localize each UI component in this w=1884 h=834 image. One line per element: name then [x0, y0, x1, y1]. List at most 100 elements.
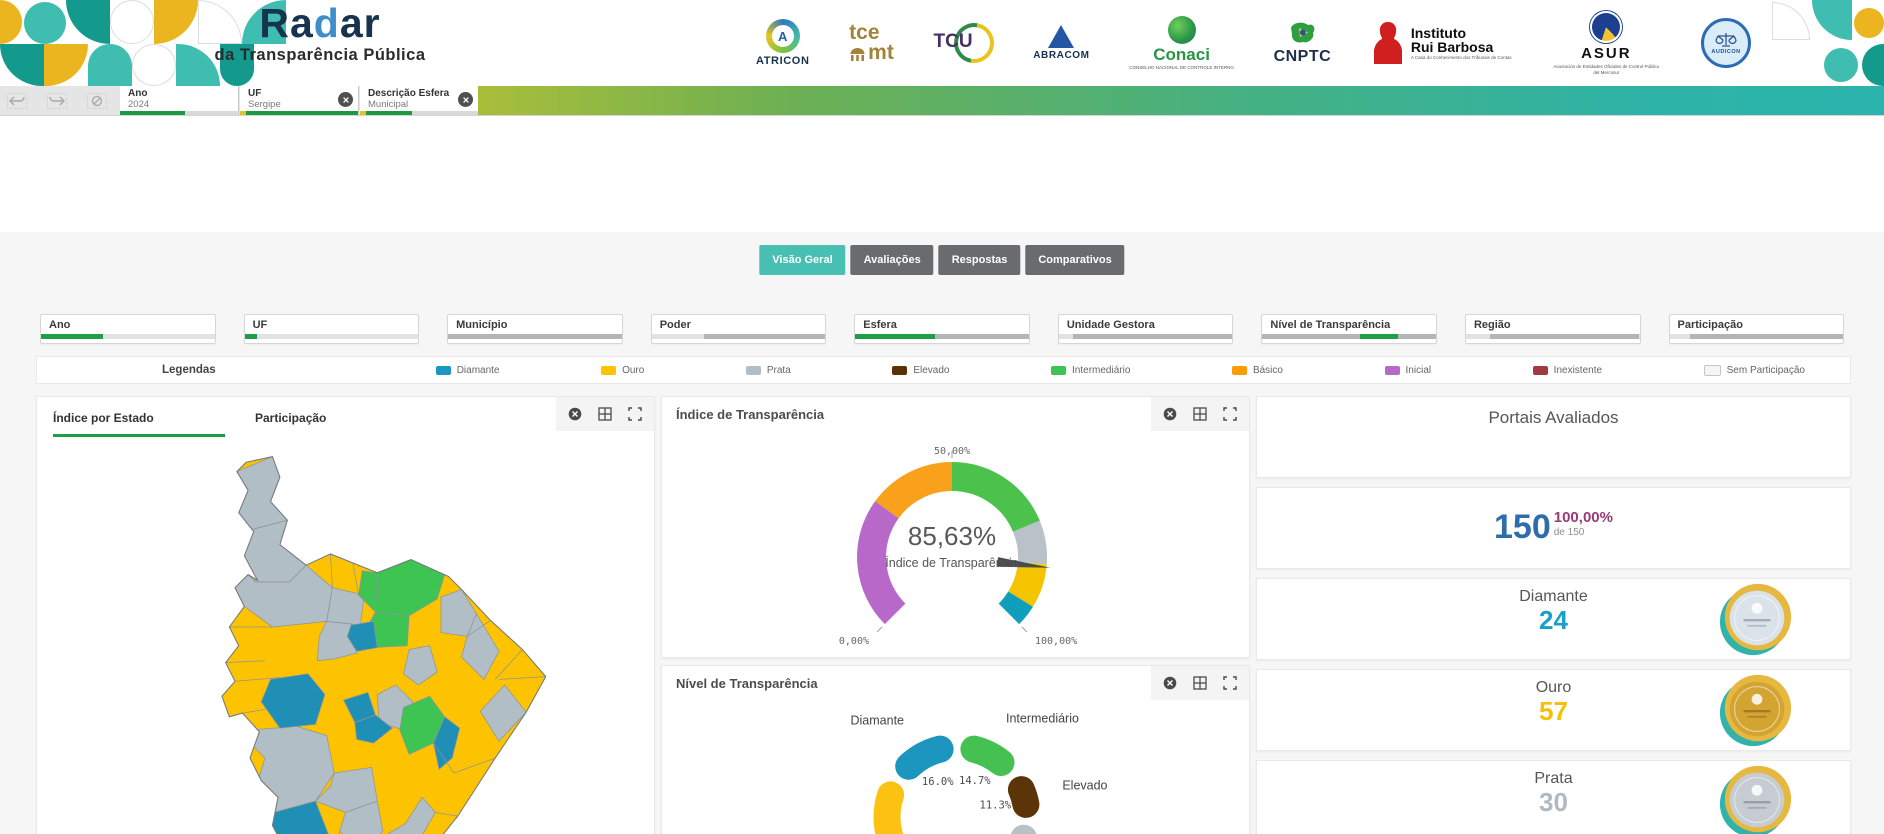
transparency-index-gauge[interactable]: 0,00% 50,00% 100,00% 85,63% Índice de Transp…	[662, 439, 1251, 657]
decorative-mosaic-left	[0, 0, 336, 86]
fullscreen-icon[interactable]	[1223, 407, 1237, 421]
clear-chart-selection-icon[interactable]	[1163, 407, 1177, 421]
filter-uf[interactable]: UF	[243, 314, 420, 344]
filter-unidade-gestora[interactable]: Unidade Gestora	[1057, 314, 1234, 344]
logo-instituto-rui-barbosa: Instituto Rui Barbosa A Casa do Conhecim…	[1371, 20, 1512, 66]
tab-comparativos[interactable]: Comparativos	[1025, 245, 1125, 275]
legend-title: Legendas	[162, 364, 216, 376]
selection-chip-ano[interactable]: Ano 2024	[120, 86, 239, 115]
medal-diamante-badge	[1719, 583, 1792, 656]
filter-ano[interactable]: Ano	[40, 314, 216, 344]
svg-text:0,00%: 0,00%	[839, 636, 869, 647]
kpi-value: 57	[1539, 696, 1568, 726]
logo-atricon: A ATRICON	[756, 19, 810, 67]
columns-icon	[850, 47, 865, 61]
logo-audicon: AUDICON	[1701, 18, 1751, 68]
filter-scrollbar[interactable]	[855, 334, 1029, 339]
atricon-icon: A	[765, 19, 800, 53]
logo-tcu: TCU	[934, 15, 1002, 71]
kpi-diamante: Diamante 24	[1256, 578, 1851, 660]
kpi-portais-count: 150 100,00% de 150	[1256, 487, 1851, 569]
logo-abracom: ABRACOM	[1033, 25, 1089, 61]
elevado-swatch	[892, 365, 908, 375]
show-data-table-icon[interactable]	[1193, 407, 1207, 421]
card-toolbar	[1151, 397, 1249, 431]
filter-nivel-de-transparencia[interactable]: Nível de Transparência	[1261, 314, 1437, 344]
kpi-value: 24	[1539, 605, 1568, 635]
tab-visao-geral[interactable]: Visão Geral	[759, 245, 846, 275]
step-forward-icon[interactable]	[46, 91, 68, 111]
legend-item-inicial: Inicial	[1384, 365, 1431, 376]
filter-scrollbar[interactable]	[41, 334, 215, 339]
clear-chart-selection-icon[interactable]	[568, 407, 582, 421]
medal-ouro-badge	[1719, 674, 1792, 747]
fullscreen-icon[interactable]	[1223, 676, 1237, 690]
selection-chip-esfera[interactable]: Descrição Esfera Municipal	[360, 86, 479, 115]
intermediario-swatch	[1051, 365, 1067, 375]
legend-item-inexistente: Inexistente	[1532, 365, 1602, 376]
conaci-globe-icon	[1167, 15, 1196, 44]
selection-chip-uf[interactable]: UF Sergipe	[240, 86, 359, 115]
show-data-table-icon[interactable]	[1193, 676, 1207, 690]
chip-selection-bar	[240, 111, 358, 115]
tab-avaliacoes[interactable]: Avaliações	[850, 245, 934, 275]
transparency-level-card: Nível de Transparência 14.7% Intermediári…	[661, 665, 1250, 834]
card-toolbar	[1151, 666, 1249, 700]
filter-esfera[interactable]: Esfera	[854, 314, 1030, 344]
scales-icon	[1715, 32, 1737, 47]
legend-item-intermediario: Intermediário	[1051, 365, 1130, 376]
show-data-table-icon[interactable]	[598, 407, 612, 421]
inicial-swatch	[1384, 365, 1400, 375]
kpi-title: Diamante	[1519, 588, 1588, 605]
app-header: Radar da Transparência Pública A ATRICON…	[0, 0, 1884, 86]
card-title: Índice de Transparência	[676, 407, 825, 422]
asur-emblem-icon	[1590, 11, 1623, 44]
fullscreen-icon[interactable]	[628, 407, 642, 421]
filter-regiao[interactable]: Região	[1464, 314, 1641, 344]
card-toolbar	[556, 397, 654, 431]
filter-scrollbar[interactable]	[448, 334, 622, 339]
tab-respostas[interactable]: Respostas	[938, 245, 1021, 275]
legend-item-basico: Básico	[1231, 365, 1283, 376]
decorative-mosaic-right	[1772, 0, 1884, 86]
svg-text:50,00%: 50,00%	[934, 446, 970, 457]
filter-municipio[interactable]: Município	[447, 314, 623, 344]
kpi-percent: 100,00%	[1553, 509, 1613, 526]
remove-selection-icon[interactable]	[338, 92, 353, 107]
map-tab-participacao[interactable]: Participação	[255, 411, 327, 425]
basico-swatch	[1231, 365, 1247, 375]
filter-scrollbar[interactable]	[1465, 334, 1640, 339]
sergipe-choropleth-map[interactable]	[132, 449, 572, 834]
dashboard-board: Visão Geral Avaliações Respostas Compara…	[0, 116, 1884, 834]
prata-swatch	[745, 365, 761, 375]
kpi-title: Prata	[1534, 770, 1573, 787]
app-logo: Radar da Transparência Pública	[185, 1, 455, 65]
filter-scrollbar[interactable]	[1058, 334, 1233, 339]
diamante-swatch	[435, 365, 451, 375]
filter-scrollbar[interactable]	[244, 334, 419, 339]
transparency-level-donut[interactable]: 14.7%Intermediário11.3%Elevado20.0%Prata…	[662, 696, 1251, 834]
filter-scrollbar[interactable]	[1669, 334, 1844, 339]
svg-text:85,63%: 85,63%	[908, 521, 996, 551]
chip-selection-bar	[360, 111, 478, 115]
brazil-map-icon	[1291, 22, 1315, 43]
filter-participacao[interactable]: Participação	[1668, 314, 1845, 344]
svg-text:14.7%: 14.7%	[959, 775, 991, 787]
sheet-tabs: Visão Geral Avaliações Respostas Compara…	[759, 245, 1125, 275]
filter-scrollbar[interactable]	[651, 334, 826, 339]
remove-selection-icon[interactable]	[458, 92, 473, 107]
abracom-triangle-icon	[1048, 25, 1075, 48]
filter-poder[interactable]: Poder	[650, 314, 827, 344]
svg-text:Índice de Transparência: Índice de Transparência	[885, 555, 1018, 570]
map-tab-indice-por-estado[interactable]: Índice por Estado	[53, 411, 225, 437]
step-back-icon[interactable]	[6, 91, 28, 111]
kpi-title: Ouro	[1535, 679, 1572, 696]
inexistente-swatch	[1532, 365, 1548, 375]
map-card: Índice por Estado Participação 20 km	[36, 396, 655, 834]
filter-scrollbar[interactable]	[1262, 334, 1436, 339]
ouro-swatch	[601, 365, 617, 375]
svg-text:Elevado: Elevado	[1062, 778, 1107, 792]
clear-selections-icon[interactable]	[86, 91, 108, 111]
clear-chart-selection-icon[interactable]	[1163, 676, 1177, 690]
